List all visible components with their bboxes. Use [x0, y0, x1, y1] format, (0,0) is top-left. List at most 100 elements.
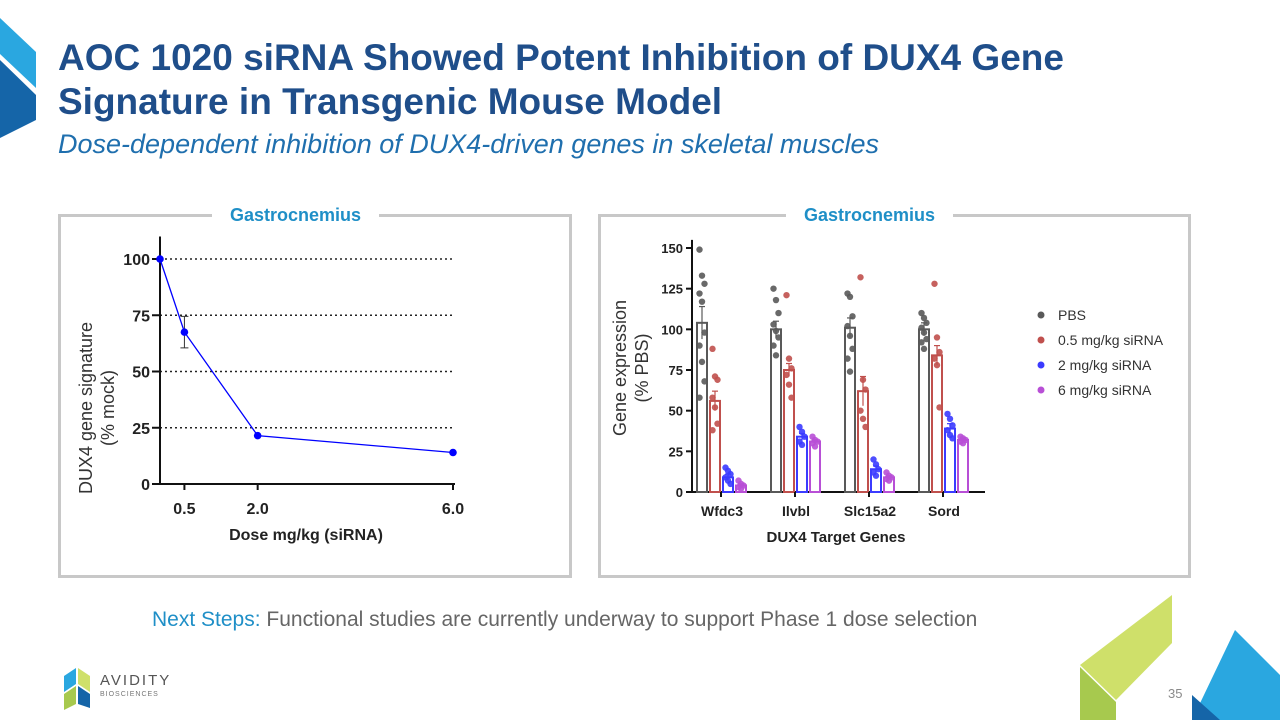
scatter-point — [696, 246, 703, 253]
y-tick-label: 50 — [132, 365, 150, 382]
left-panel-title: Gastrocnemius — [212, 204, 380, 226]
scatter-point — [933, 334, 941, 341]
scatter-point — [737, 485, 745, 492]
scatter-point — [949, 435, 956, 442]
scatter-point — [944, 410, 951, 418]
scatter-point — [785, 381, 793, 388]
y-tick-label: 0 — [141, 477, 150, 494]
scatter-point — [849, 345, 856, 353]
bar-y-tick-label: 150 — [661, 241, 683, 256]
scatter-point — [698, 358, 706, 366]
x-tick-label: 0.5 — [173, 501, 195, 518]
scatter-point — [801, 433, 808, 440]
scatter-point — [862, 386, 869, 393]
scatter-point — [772, 327, 780, 335]
scatter-point — [859, 415, 867, 422]
bar-category-label: Wfdc3 — [701, 503, 743, 519]
scatter-point — [933, 361, 941, 369]
y-tick-label: 75 — [132, 308, 150, 325]
scatter-point — [798, 428, 806, 436]
scatter-point — [798, 441, 806, 449]
scatter-point — [846, 293, 854, 300]
bar-category-label: Sord — [928, 503, 960, 519]
bar — [844, 326, 856, 493]
scatter-point — [844, 322, 851, 330]
data-point — [253, 431, 262, 440]
scatter-point — [709, 426, 716, 434]
scatter-point — [714, 376, 721, 383]
data-point — [449, 448, 457, 457]
scatter-point — [936, 348, 943, 356]
dose-response-line — [159, 258, 454, 454]
bar — [918, 328, 930, 494]
scatter-point — [696, 342, 703, 349]
target-genes-bar-chart: Gene expression (% PBS) DUX4 Target Gene… — [610, 239, 1164, 546]
bar-category-label: Ilvbl — [782, 503, 810, 519]
scatter-point — [872, 472, 880, 479]
bar-y-tick-label: 125 — [661, 282, 683, 297]
data-point — [156, 255, 164, 263]
bar-y-tick-label: 25 — [669, 444, 683, 459]
scatter-point — [870, 456, 877, 463]
y-axis-label-line2: (% mock) — [98, 370, 118, 446]
scatter-point — [711, 404, 719, 411]
scatter-point — [920, 329, 928, 336]
scatter-point — [770, 342, 777, 349]
bar-x-axis-label: DUX4 Target Genes — [767, 529, 906, 546]
bar-y-tick-label: 100 — [661, 322, 683, 337]
next-steps-text: Next Steps: Functional studies are curre… — [152, 607, 977, 633]
scatter-point — [701, 280, 708, 287]
scatter-point — [846, 368, 854, 375]
logo-subname: BIOSCIENCES — [100, 691, 159, 698]
legend-marker — [1037, 336, 1045, 344]
next-steps-body: Functional studies are currently underwa… — [266, 608, 978, 631]
corner-decoration-bottom-right — [1080, 595, 1280, 720]
y-tick-label: 25 — [132, 421, 150, 438]
scatter-point — [857, 274, 864, 281]
scatter-point — [931, 355, 938, 362]
page-number: 35 — [1168, 686, 1183, 701]
scatter-point — [785, 355, 793, 362]
bar-y-tick-label: 75 — [669, 363, 683, 378]
scatter-point — [936, 404, 943, 411]
dose-response-line-chart: DUX4 gene signature (% mock) Dose mg/kg … — [76, 236, 464, 544]
scatter-point — [923, 319, 930, 327]
scatter-point — [857, 407, 864, 414]
scatter-point — [859, 376, 867, 383]
scatter-point — [923, 335, 930, 343]
next-steps-lead: Next Steps: — [152, 608, 261, 631]
scatter-point — [872, 461, 880, 468]
bar-y-axis-label-line1: Gene expression — [610, 300, 630, 436]
scatter-point — [846, 332, 854, 340]
scatter-point — [696, 394, 703, 401]
scatter-point — [714, 420, 721, 427]
scatter-point — [709, 345, 716, 353]
bar — [709, 399, 721, 493]
bar — [957, 438, 969, 494]
scatter-point — [920, 314, 928, 322]
scatter-point — [796, 423, 803, 431]
scatter-point — [946, 415, 954, 422]
logo-mark-icon — [64, 668, 90, 710]
right-panel-title: Gastrocnemius — [786, 204, 954, 226]
scatter-point — [931, 280, 938, 287]
scatter-point — [788, 394, 795, 401]
scatter-point — [696, 290, 703, 297]
scatter-point — [727, 470, 734, 478]
slide-title: AOC 1020 siRNA Showed Potent Inhibition … — [58, 37, 1064, 122]
scatter-point — [862, 423, 869, 431]
bar-y-tick-label: 50 — [669, 404, 683, 419]
scatter-point — [959, 440, 967, 447]
bar-y-axis-label-line2: (% PBS) — [632, 333, 652, 402]
logo-name: AVIDITY — [100, 672, 172, 689]
data-point — [180, 328, 189, 336]
scatter-point — [920, 345, 928, 353]
legend-marker — [1037, 386, 1045, 394]
scatter-point — [811, 443, 819, 450]
scatter-point — [885, 477, 893, 484]
scatter-point — [770, 285, 777, 292]
legend-marker — [1037, 311, 1045, 319]
company-logo: AVIDITY BIOSCIENCES — [60, 664, 220, 714]
scatter-point — [701, 329, 708, 336]
bar-y-tick-label: 0 — [676, 485, 683, 500]
